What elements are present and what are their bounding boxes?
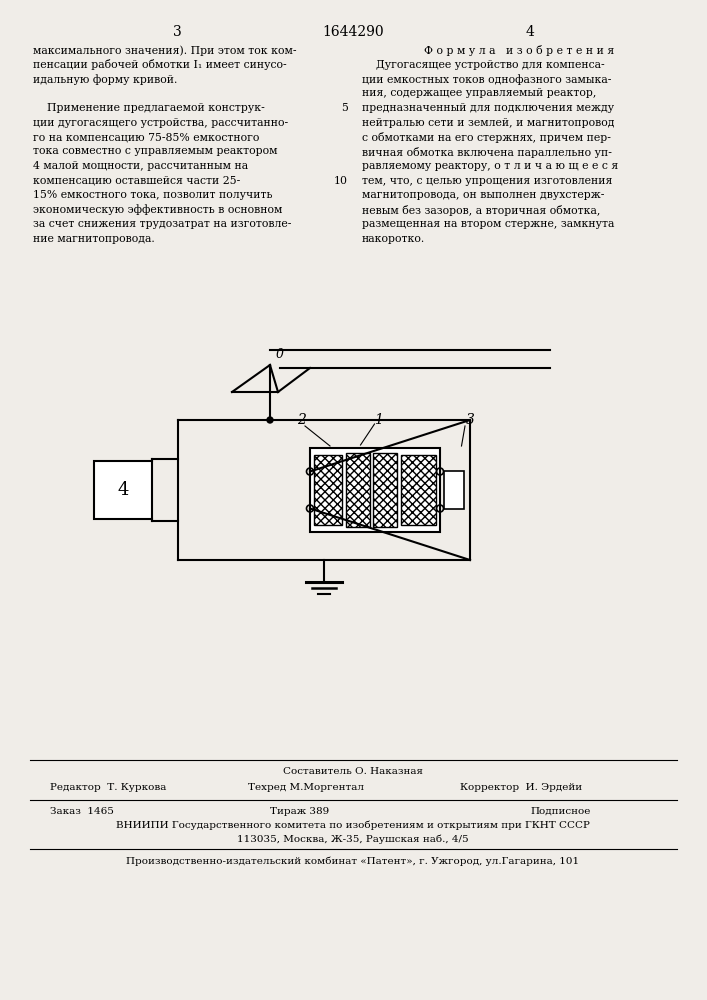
Text: предназначенный для подключения между: предназначенный для подключения между xyxy=(362,103,614,113)
Text: ния, содержащее управляемый реактор,: ния, содержащее управляемый реактор, xyxy=(362,89,597,99)
Text: компенсацию оставшейся части 25-: компенсацию оставшейся части 25- xyxy=(33,176,240,186)
Text: ции дугогасящего устройства, рассчитанно-: ции дугогасящего устройства, рассчитанно… xyxy=(33,117,288,127)
Text: 3: 3 xyxy=(466,413,474,427)
Text: Ф о р м у л а   и з о б р е т е н и я: Ф о р м у л а и з о б р е т е н и я xyxy=(424,45,614,56)
Text: Подписное: Подписное xyxy=(530,807,590,816)
Text: тем, что, с целью упрощения изготовления: тем, что, с целью упрощения изготовления xyxy=(362,176,612,186)
Text: максимального значения). При этом ток ком-: максимального значения). При этом ток ко… xyxy=(33,45,296,56)
Text: ции емкостных токов однофазного замыка-: ции емкостных токов однофазного замыка- xyxy=(362,74,612,85)
Text: размещенная на втором стержне, замкнута: размещенная на втором стержне, замкнута xyxy=(362,219,614,229)
Bar xyxy=(444,471,464,509)
Text: 3: 3 xyxy=(173,25,182,39)
Text: равляемому реактору, о т л и ч а ю щ е е с я: равляемому реактору, о т л и ч а ю щ е е… xyxy=(362,161,618,171)
Bar xyxy=(310,448,440,532)
Text: 4: 4 xyxy=(525,25,534,39)
Text: 0: 0 xyxy=(276,348,284,361)
Bar xyxy=(94,461,152,519)
Bar xyxy=(314,455,342,525)
Text: Применение предлагаемой конструк-: Применение предлагаемой конструк- xyxy=(33,103,264,113)
Text: 4 малой мощности, рассчитанным на: 4 малой мощности, рассчитанным на xyxy=(33,161,248,171)
Text: пенсации рабочей обмотки I₁ имеет синусо-: пенсации рабочей обмотки I₁ имеет синусо… xyxy=(33,60,286,70)
Bar xyxy=(346,453,370,527)
Text: 113035, Москва, Ж-35, Раушская наб., 4/5: 113035, Москва, Ж-35, Раушская наб., 4/5 xyxy=(237,835,469,844)
Text: магнитопровода, он выполнен двухстерж-: магнитопровода, он выполнен двухстерж- xyxy=(362,190,604,200)
Text: идальную форму кривой.: идальную форму кривой. xyxy=(33,74,177,85)
Text: 2: 2 xyxy=(298,413,306,427)
Text: накоротко.: накоротко. xyxy=(362,233,425,243)
Text: тока совместно с управляемым реактором: тока совместно с управляемым реактором xyxy=(33,146,278,156)
Bar xyxy=(401,455,436,525)
Text: с обмотками на его стержнях, причем пер-: с обмотками на его стержнях, причем пер- xyxy=(362,132,611,143)
Text: 5: 5 xyxy=(341,103,348,113)
Circle shape xyxy=(267,417,273,423)
Text: Техред М.Моргентал: Техред М.Моргентал xyxy=(248,783,364,792)
Text: ние магнитопровода.: ние магнитопровода. xyxy=(33,233,155,243)
Text: 10: 10 xyxy=(334,176,348,186)
Text: Редактор  Т. Куркова: Редактор Т. Куркова xyxy=(50,783,166,792)
Text: Корректор  И. Эрдейи: Корректор И. Эрдейи xyxy=(460,783,582,792)
Text: невым без зазоров, а вторичная обмотка,: невым без зазоров, а вторичная обмотка, xyxy=(362,205,600,216)
Text: Составитель О. Наказная: Составитель О. Наказная xyxy=(283,767,423,776)
Text: го на компенсацию 75-85% емкостного: го на компенсацию 75-85% емкостного xyxy=(33,132,259,142)
Text: 1644290: 1644290 xyxy=(322,25,384,39)
Text: 4: 4 xyxy=(117,481,129,499)
Text: экономическую эффективность в основном: экономическую эффективность в основном xyxy=(33,205,282,215)
Text: Тираж 389: Тираж 389 xyxy=(270,807,329,816)
Text: Дугогасящее устройство для компенса-: Дугогасящее устройство для компенса- xyxy=(362,60,604,70)
Text: за счет снижения трудозатрат на изготовле-: за счет снижения трудозатрат на изготовл… xyxy=(33,219,291,229)
Text: 15% емкостного тока, позволит получить: 15% емкостного тока, позволит получить xyxy=(33,190,272,200)
Text: Заказ  1465: Заказ 1465 xyxy=(50,807,114,816)
Text: вичная обмотка включена параллельно уп-: вичная обмотка включена параллельно уп- xyxy=(362,146,612,157)
Text: ВНИИПИ Государственного комитета по изобретениям и открытиям при ГКНТ СССР: ВНИИПИ Государственного комитета по изоб… xyxy=(116,821,590,830)
Bar xyxy=(373,453,397,527)
Text: Производственно-издательский комбинат «Патент», г. Ужгород, ул.Гагарина, 101: Производственно-издательский комбинат «П… xyxy=(127,857,580,866)
Text: нейтралью сети и землей, и магнитопровод: нейтралью сети и землей, и магнитопровод xyxy=(362,117,614,127)
Text: 1: 1 xyxy=(374,413,383,427)
